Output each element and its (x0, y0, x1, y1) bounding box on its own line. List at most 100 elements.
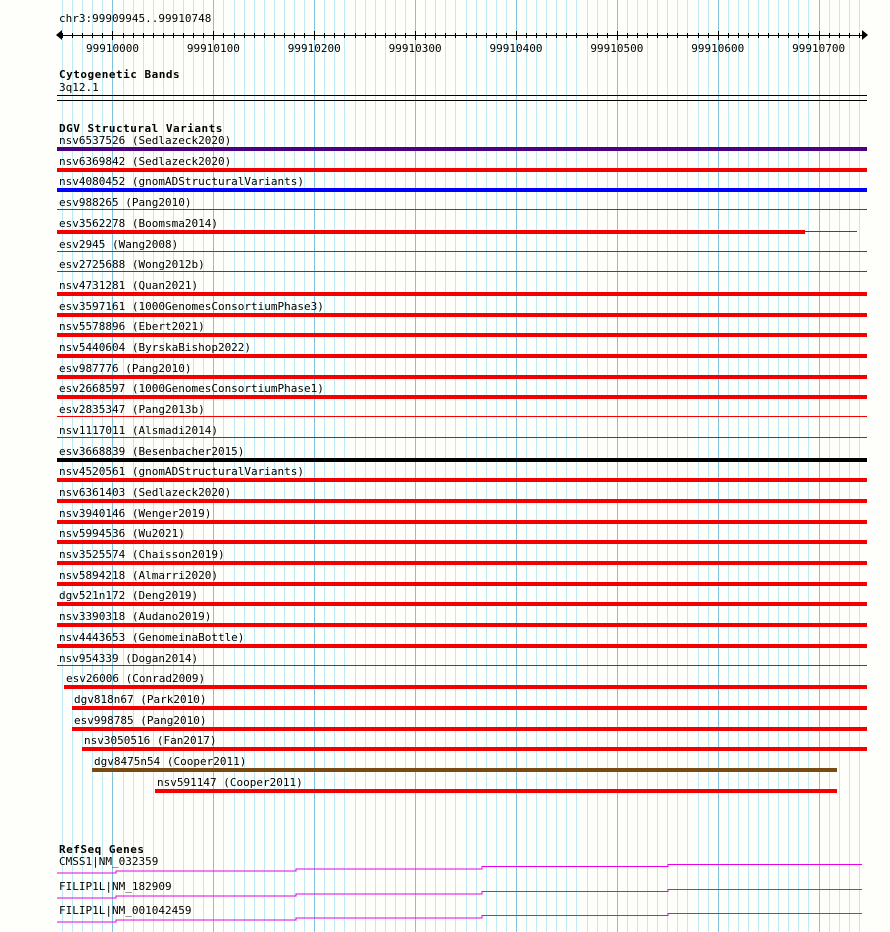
dgv-variant-bar[interactable] (57, 291, 867, 296)
ruler-tick (173, 33, 174, 38)
dgv-variant-bar[interactable] (57, 643, 867, 648)
dgv-variant-bar[interactable] (57, 209, 867, 211)
dgv-variant-label[interactable]: esv3597161 (1000GenomesConsortiumPhase3) (59, 299, 324, 313)
ruler-tick (314, 31, 316, 40)
ruler-tick (606, 33, 608, 38)
dgv-variant-bar[interactable] (57, 395, 867, 400)
ruler-tick (112, 31, 114, 40)
cytoband-label[interactable]: 3q12.1 (59, 81, 99, 94)
refseq-gene-model[interactable] (57, 887, 867, 901)
dgv-variant-label[interactable]: nsv3940146 (Wenger2019) (59, 506, 212, 520)
dgv-variant-label[interactable]: nsv3525574 (Chaisson2019) (59, 548, 225, 561)
ruler-tick (233, 33, 235, 38)
dgv-variant-label[interactable]: nsv4731281 (Quan2021) (59, 278, 199, 292)
dgv-variant-label[interactable]: nsv5440604 (ByrskaBishop2022) (59, 341, 252, 354)
dgv-variant-bar-tail (805, 230, 857, 232)
ruler-tick (374, 33, 376, 38)
ruler-tick (435, 33, 437, 38)
dgv-variant-bar[interactable] (57, 457, 867, 462)
dgv-variant-label[interactable]: nsv5994536 (Wu2021) (59, 527, 185, 541)
ruler-tick (102, 33, 104, 38)
dgv-variant-bar[interactable] (155, 788, 837, 793)
dgv-variant-label[interactable]: nsv5578896 (Ebert2021) (59, 320, 205, 334)
dgv-variant-label[interactable]: esv2668597 (1000GenomesConsortiumPhase1) (59, 382, 324, 396)
dgv-variant-label[interactable]: nsv954339 (Dogan2014) (59, 651, 199, 665)
dgv-variant-bar[interactable] (82, 747, 867, 752)
dgv-variant-bar[interactable] (57, 416, 867, 418)
dgv-variant-bar[interactable] (57, 167, 867, 172)
dgv-variant-label[interactable]: esv2725688 (Wong2012b) (59, 258, 205, 272)
dgv-variant-bar[interactable] (57, 664, 867, 666)
refseq-gene-label[interactable]: FILIP1L|NM_001042459 (59, 904, 192, 917)
ruler-tick (667, 33, 669, 38)
ruler-right-arrow-icon[interactable] (862, 30, 868, 40)
dgv-variant-bar[interactable] (92, 768, 837, 772)
dgv-variant-label[interactable]: nsv6369842 (Sedlazeck2020) (59, 154, 232, 168)
dgv-variant-bar[interactable] (57, 271, 867, 273)
dgv-variant-label[interactable]: nsv4443653 (GenomeinaBottle) (59, 630, 245, 644)
ruler-left-arrow-icon[interactable] (56, 30, 62, 40)
dgv-variant-bar[interactable] (57, 312, 867, 317)
dgv-variant-label[interactable]: nsv3050516 (Fan2017) (84, 734, 217, 748)
dgv-variant-label[interactable]: nsv4080452 (gnomADStructuralVariants) (59, 175, 305, 189)
ruler-tick (788, 33, 790, 38)
refseq-gene-model[interactable] (57, 862, 867, 876)
dgv-variant-bar[interactable] (64, 685, 867, 690)
dgv-variant-label[interactable]: esv987776 (Pang2010) (59, 361, 192, 375)
dgv-variant-label[interactable]: nsv1117011 (Alsmadi2014) (59, 423, 218, 437)
dgv-variant-bar[interactable] (57, 602, 867, 607)
dgv-variant-bar[interactable] (57, 540, 867, 545)
dgv-variant-label[interactable]: dgv8475n54 (Cooper2011) (94, 755, 247, 768)
dgv-variant-bar[interactable] (57, 229, 805, 234)
dgv-variant-label[interactable]: nsv4520561 (gnomADStructuralVariants) (59, 465, 305, 479)
ruler-tick (455, 33, 457, 38)
ruler-tick (122, 33, 124, 38)
dgv-variant-label[interactable]: nsv6361403 (Sedlazeck2020) (59, 485, 232, 499)
refseq-gene-label[interactable]: FILIP1L|NM_182909 (59, 879, 172, 893)
dgv-variant-bar[interactable] (57, 436, 867, 438)
dgv-variant-bar[interactable] (57, 581, 867, 586)
dgv-variant-bar[interactable] (57, 498, 867, 503)
dgv-variant-label[interactable]: esv2945 (Wang2008) (59, 237, 179, 251)
dgv-variant-label[interactable]: esv3668839 (Besenbacher2015) (59, 444, 245, 458)
ruler-tick (616, 31, 618, 40)
dgv-variant-label[interactable]: nsv5894218 (Almarri2020) (59, 568, 218, 582)
dgv-variant-label[interactable]: esv3562278 (Boomsma2014) (59, 216, 218, 230)
dgv-variant-bar[interactable] (57, 250, 867, 252)
ruler-tick (273, 33, 275, 38)
ruler-tick (818, 31, 820, 40)
dgv-variant-label[interactable]: nsv3390318 (Audano2019) (59, 610, 212, 624)
dgv-variant-bar[interactable] (57, 519, 867, 524)
dgv-variant-label[interactable]: esv26006 (Conrad2009) (66, 672, 206, 686)
dgv-variant-label[interactable]: nsv591147 (Cooper2011) (157, 775, 303, 789)
dgv-variant-label[interactable]: esv2835347 (Pang2013b) (59, 403, 205, 417)
dgv-variant-label[interactable]: dgv818n67 (Park2010) (74, 692, 207, 706)
dgv-variant-bar[interactable] (57, 333, 867, 338)
dgv-variant-label[interactable]: esv988265 (Pang2010) (59, 196, 192, 210)
dgv-variant-bar[interactable] (57, 147, 867, 151)
ruler-tick (82, 33, 84, 38)
dgv-variant-bar[interactable] (72, 726, 867, 731)
refseq-gene-label[interactable]: CMSS1|NM_032359 (59, 855, 159, 868)
ruler-tick (596, 33, 598, 38)
ruler-tick (405, 33, 406, 38)
dgv-variant-bar[interactable] (57, 374, 867, 379)
coordinate-ruler[interactable] (56, 30, 868, 42)
dgv-variant-bar[interactable] (72, 705, 867, 710)
dgv-variant-bar[interactable] (57, 561, 867, 565)
dgv-variant-bar[interactable] (57, 478, 867, 483)
dgv-variant-label[interactable]: nsv6537526 (Sedlazeck2020) (59, 134, 232, 147)
ruler-tick (223, 33, 225, 38)
ruler-tick (687, 33, 689, 38)
ruler-tick (828, 33, 830, 38)
dgv-variant-bar[interactable] (57, 188, 867, 193)
dgv-variant-bar[interactable] (57, 623, 867, 628)
dgv-variant-label[interactable]: esv998785 (Pang2010) (74, 713, 207, 727)
ruler-label: 99910700 (792, 42, 846, 55)
ruler-tick (485, 33, 487, 38)
dgv-variant-bar[interactable] (57, 354, 867, 358)
dgv-variant-label[interactable]: dgv521n172 (Deng2019) (59, 589, 199, 603)
ruler-tick (526, 33, 528, 38)
refseq-gene-model[interactable] (57, 911, 867, 925)
ruler-tick (415, 31, 417, 40)
